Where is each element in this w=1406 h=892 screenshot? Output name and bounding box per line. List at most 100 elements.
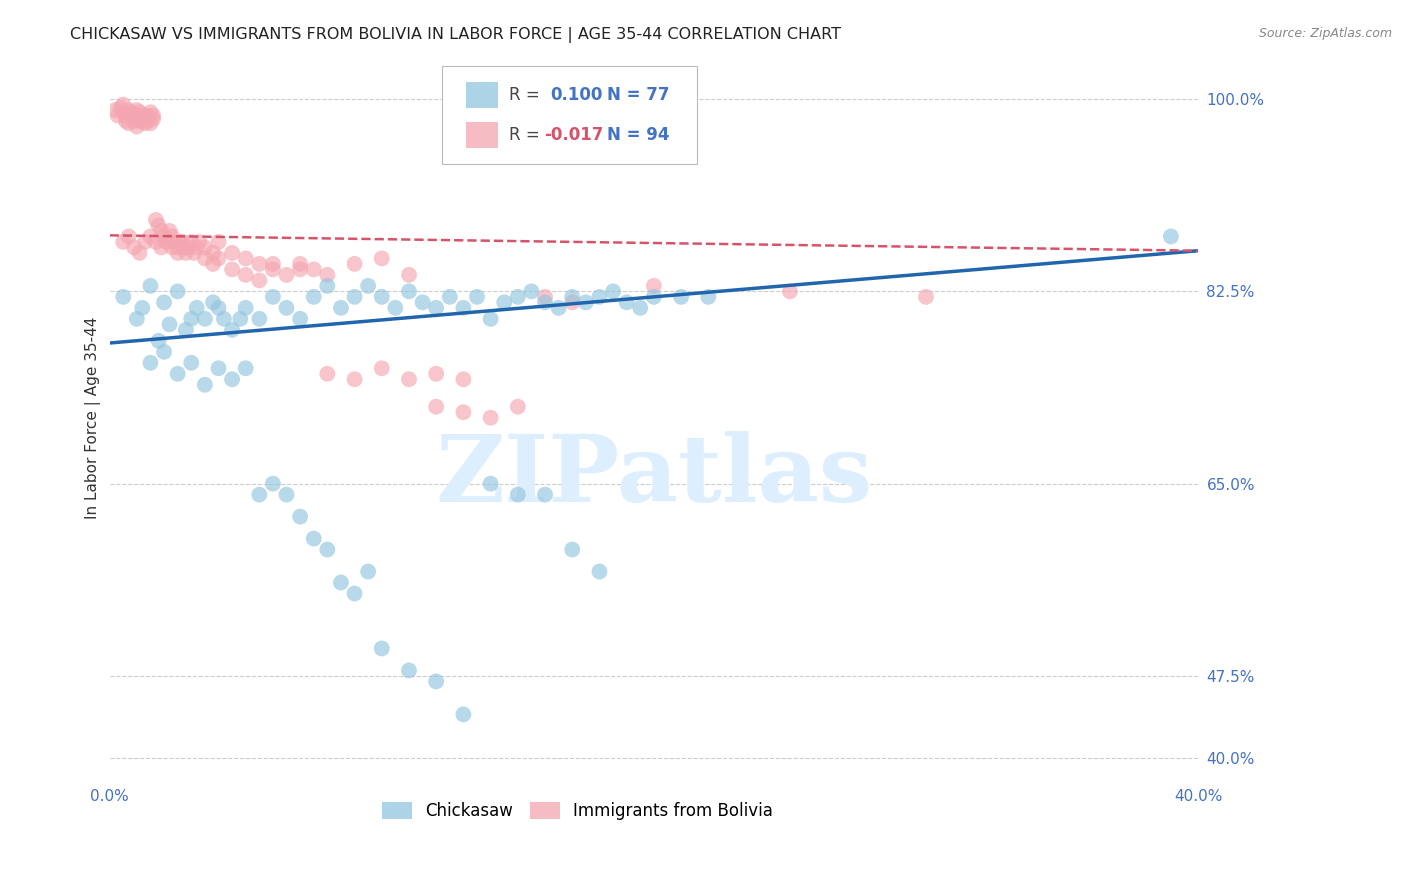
Point xyxy=(520,285,543,299)
Point xyxy=(194,252,217,266)
Text: Source: ZipAtlas.com: Source: ZipAtlas.com xyxy=(1258,27,1392,40)
Point xyxy=(357,565,380,579)
Point xyxy=(166,367,188,381)
Point xyxy=(302,262,325,277)
Text: N = 77: N = 77 xyxy=(607,86,669,104)
Point xyxy=(547,301,569,315)
Point xyxy=(506,290,529,304)
Point xyxy=(343,257,366,271)
Point xyxy=(262,257,284,271)
Point xyxy=(194,311,217,326)
Point xyxy=(247,257,270,271)
Point xyxy=(316,268,339,282)
Point xyxy=(398,372,420,386)
Point xyxy=(561,290,583,304)
Point xyxy=(207,252,229,266)
Point xyxy=(122,114,145,128)
Point xyxy=(221,262,243,277)
Point xyxy=(398,285,420,299)
Point xyxy=(425,400,447,414)
Text: N = 94: N = 94 xyxy=(607,126,669,144)
FancyBboxPatch shape xyxy=(441,66,697,164)
Point xyxy=(118,103,141,117)
Text: R =: R = xyxy=(509,86,550,104)
Point xyxy=(561,542,583,557)
Point xyxy=(398,268,420,282)
Point xyxy=(139,105,162,120)
Point xyxy=(207,235,229,249)
Point xyxy=(180,356,202,370)
Point xyxy=(371,361,394,376)
Point xyxy=(465,290,488,304)
Text: -0.017: -0.017 xyxy=(544,126,603,144)
FancyBboxPatch shape xyxy=(465,122,498,148)
Point xyxy=(697,290,720,304)
Point xyxy=(262,290,284,304)
Point xyxy=(534,295,557,310)
Point xyxy=(156,235,179,249)
Point xyxy=(221,246,243,260)
Point xyxy=(125,311,148,326)
Point xyxy=(288,509,311,524)
Point xyxy=(177,240,200,254)
Point xyxy=(107,109,129,123)
Point xyxy=(235,361,257,376)
Point xyxy=(128,114,150,128)
Point xyxy=(136,114,159,128)
Point xyxy=(262,262,284,277)
Point xyxy=(643,290,665,304)
Point xyxy=(156,235,179,249)
Point xyxy=(588,565,610,579)
Point xyxy=(439,290,461,304)
Point xyxy=(316,367,339,381)
Point xyxy=(202,246,225,260)
Point xyxy=(166,285,188,299)
Point xyxy=(207,361,229,376)
Point xyxy=(229,311,252,326)
Point xyxy=(134,116,156,130)
Point xyxy=(112,235,135,249)
Point xyxy=(125,103,148,117)
Point xyxy=(186,301,208,315)
Point xyxy=(163,235,186,249)
Point xyxy=(136,109,159,123)
Point xyxy=(235,252,257,266)
Point xyxy=(479,410,502,425)
Point xyxy=(616,295,638,310)
Point xyxy=(212,311,235,326)
Point xyxy=(160,240,183,254)
Point xyxy=(276,301,298,315)
Point xyxy=(371,641,394,656)
Point xyxy=(915,290,938,304)
Point xyxy=(506,488,529,502)
Point xyxy=(207,301,229,315)
Point xyxy=(247,273,270,287)
Point xyxy=(561,295,583,310)
Point xyxy=(128,246,150,260)
Point xyxy=(150,240,173,254)
Point xyxy=(506,400,529,414)
Point xyxy=(153,229,176,244)
Point xyxy=(276,488,298,502)
Point xyxy=(425,674,447,689)
Point xyxy=(139,356,162,370)
Point xyxy=(112,290,135,304)
Point xyxy=(398,664,420,678)
FancyBboxPatch shape xyxy=(465,82,498,108)
Point xyxy=(142,109,165,123)
Point xyxy=(125,120,148,134)
Point xyxy=(180,235,202,249)
Point xyxy=(131,109,153,123)
Text: R =: R = xyxy=(509,126,546,144)
Point xyxy=(134,235,156,249)
Point xyxy=(412,295,434,310)
Point xyxy=(180,311,202,326)
Point xyxy=(159,224,181,238)
Point xyxy=(150,224,173,238)
Point xyxy=(145,235,167,249)
Point xyxy=(425,367,447,381)
Point xyxy=(186,240,208,254)
Point xyxy=(139,229,162,244)
Point xyxy=(221,323,243,337)
Point xyxy=(453,707,475,722)
